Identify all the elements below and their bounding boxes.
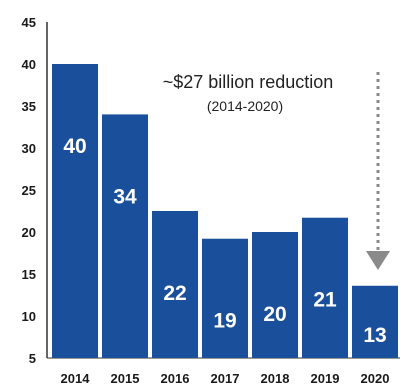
annotation-period: (2014-2020)	[207, 98, 283, 114]
bar-value-label-2015: 34	[113, 185, 137, 208]
y-tick-label: 5	[29, 351, 36, 366]
bars: 40 34 22 19 20 21 13	[52, 64, 398, 359]
bar-value-label-2014: 40	[63, 135, 86, 158]
x-tick-label: 2015	[111, 371, 140, 386]
bar-value-label-2020: 13	[363, 324, 386, 347]
y-tick-label: 10	[22, 309, 36, 324]
y-tick-label: 15	[22, 267, 36, 282]
y-tick-label: 20	[22, 225, 36, 240]
reduction-annotation: ~$27 billion reduction (2014-2020)	[163, 72, 390, 270]
bar-2019	[302, 217, 348, 358]
x-tick-label: 2019	[311, 371, 340, 386]
y-tick-label: 40	[22, 57, 36, 72]
bar-2014	[52, 64, 98, 358]
bar-2016	[152, 211, 198, 358]
y-tick-label: 45	[22, 15, 36, 30]
x-tick-label: 2014	[61, 371, 91, 386]
y-tick-label: 35	[22, 99, 36, 114]
x-tick-label: 2017	[211, 371, 240, 386]
x-tick-label: 2016	[161, 371, 190, 386]
bar-value-label-2016: 22	[163, 282, 186, 305]
bar-value-label-2017: 19	[213, 310, 236, 333]
annotation-title: ~$27 billion reduction	[163, 72, 334, 92]
y-axis-ticks: 5 10 15 20 25 30 35 40 45	[22, 15, 36, 366]
arrow-head-icon	[366, 251, 390, 270]
bar-value-label-2018: 20	[263, 303, 286, 326]
bar-value-label-2019: 21	[313, 289, 337, 312]
x-axis-ticks: 2014 2015 2016 2017 2018 2019 2020	[61, 371, 390, 386]
x-tick-label: 2020	[361, 371, 390, 386]
bar-2017	[202, 238, 248, 358]
bar-2018	[252, 232, 298, 358]
y-tick-label: 30	[22, 141, 36, 156]
y-tick-label: 25	[22, 183, 36, 198]
bar-2015	[102, 114, 148, 359]
x-tick-label: 2018	[261, 371, 290, 386]
bar-2020	[352, 285, 398, 358]
